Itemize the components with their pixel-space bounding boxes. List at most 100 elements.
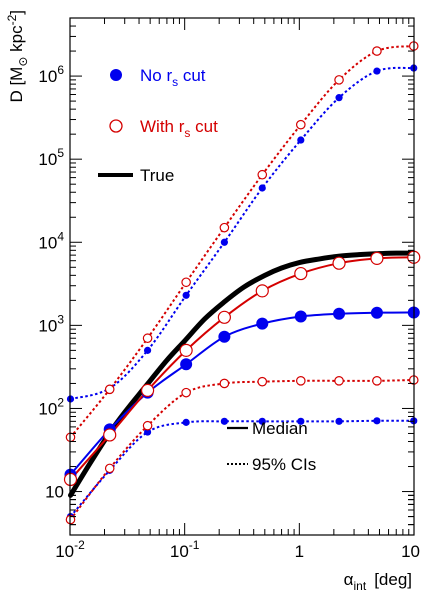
y-tick-label-4-base: 10 [38,150,57,169]
y-tick-label-2-base: 10 [38,316,57,335]
data-point-4-1 [104,384,115,395]
data-point-0-4 [218,330,231,343]
plot-series [63,41,421,525]
x-tick-label-3-base: 10 [401,542,420,561]
y-axis-title-main: D [M [7,67,26,103]
data-point-5-2 [142,420,153,431]
x-axis-title-main: α [344,570,354,589]
y-tick-label-3-base: 10 [38,233,57,252]
axis-ticks [69,17,415,536]
y-axis-title-close: ] [7,10,26,15]
series-line-2-ci_lower [69,419,414,518]
data-point-0-3 [180,358,193,371]
y-tick-label-3: 104 [38,229,64,252]
legend-no-cut-label: No rs cut [140,66,206,89]
y-tick-label-5-base: 10 [38,67,57,86]
legend-with-cut-label: With rs cut [140,117,218,140]
y-tick-label-2: 103 [38,312,64,335]
data-point-4-7 [334,75,344,85]
plot-frame [69,17,415,536]
true-curve-line [68,250,417,498]
data-point-2-3 [182,418,190,426]
x-axis-title: αint [deg] [344,570,412,593]
data-point-0-8 [370,306,383,319]
y-axis-title-sup: -2 [5,14,19,25]
data-point-4-8 [372,46,382,56]
data-point-4-4 [219,222,230,233]
legend-markers: No rs cut With rs cut True [98,66,218,185]
x-tick-label-3: 10 [401,542,420,561]
y-tick-label-5: 106 [38,63,64,86]
x-axis-title-sub: int [354,579,367,593]
x-tick-label-2-base: 1 [295,542,304,561]
data-point-0-7 [333,307,346,320]
legend-with-cut-marker [109,119,123,133]
data-point-5-4 [219,378,230,389]
x-tick-label-1-exp: -1 [189,538,200,552]
x-tick-label-0-exp: -2 [74,538,85,552]
data-point-1-5 [258,184,266,192]
data-point-1-2 [143,346,152,354]
y-tick-label-4: 105 [38,146,64,169]
y-axis-title-unit: kpc [7,25,26,57]
y-tick-label-5-exp: 6 [57,63,64,77]
data-point-3-4 [217,310,231,324]
data-point-4-3 [181,277,191,288]
data-point-4-6 [296,119,306,130]
y-tick-label-0: 10 [45,483,64,502]
series-line-0-median [69,311,414,476]
x-tick-label-1-base: 10 [170,542,189,561]
data-point-1-7 [335,94,343,102]
data-point-5-5 [257,376,268,387]
x-tick-label-2: 1 [295,542,304,561]
data-point-5-8 [372,376,382,386]
y-tick-label-2-exp: 3 [57,312,64,326]
legend-median-label: Median [252,419,308,438]
data-point-2-2 [143,428,152,436]
data-point-2-5 [258,417,266,425]
data-point-2-6 [297,417,305,425]
y-tick-label-1: 102 [38,395,64,418]
data-point-0-6 [294,310,307,323]
x-tick-label-0-base: 10 [55,542,74,561]
x-axis-title-unit: [deg] [374,570,412,589]
data-point-3-1 [103,428,117,442]
data-point-3-7 [332,256,346,270]
legend-ci-label: 95% CIs [252,455,316,474]
data-point-5-3 [181,387,191,398]
data-point-5-6 [296,376,306,386]
x-tick-label-1: 10-1 [170,538,200,561]
data-point-1-3 [182,291,190,299]
data-point-1-6 [297,136,305,144]
data-point-4-2 [142,333,153,344]
data-point-1-8 [373,67,381,75]
y-axis-title: D [M⊙ kpc-2] [5,10,30,103]
data-point-2-7 [335,417,343,425]
data-point-3-8 [370,251,384,265]
data-point-0-5 [256,317,269,330]
y-tick-label-1-exp: 2 [57,395,64,409]
data-point-2-4 [220,417,228,425]
legend-true-label: True [140,166,174,185]
legend-styles: Median 95% CIs [227,419,316,474]
data-point-4-5 [257,169,268,180]
series-line-4-ci_upper [69,45,414,438]
data-point-3-6 [294,266,308,281]
y-axis-title-sub: ⊙ [16,57,30,67]
y-tick-label-1-base: 10 [38,399,57,418]
data-point-5-1 [104,463,115,474]
data-point-5-7 [334,376,344,386]
data-point-3-5 [255,284,269,298]
series-line-3-median [69,256,414,481]
y-tick-label-3-exp: 4 [57,229,64,243]
data-point-2-8 [373,417,381,425]
data-point-3-3 [179,343,193,357]
y-tick-label-4-exp: 5 [57,146,64,160]
data-point-3-2 [140,383,155,397]
x-tick-label-0: 10-2 [55,538,85,561]
y-tick-label-0-base: 10 [45,483,64,502]
legend-no-cut-marker [110,69,122,81]
